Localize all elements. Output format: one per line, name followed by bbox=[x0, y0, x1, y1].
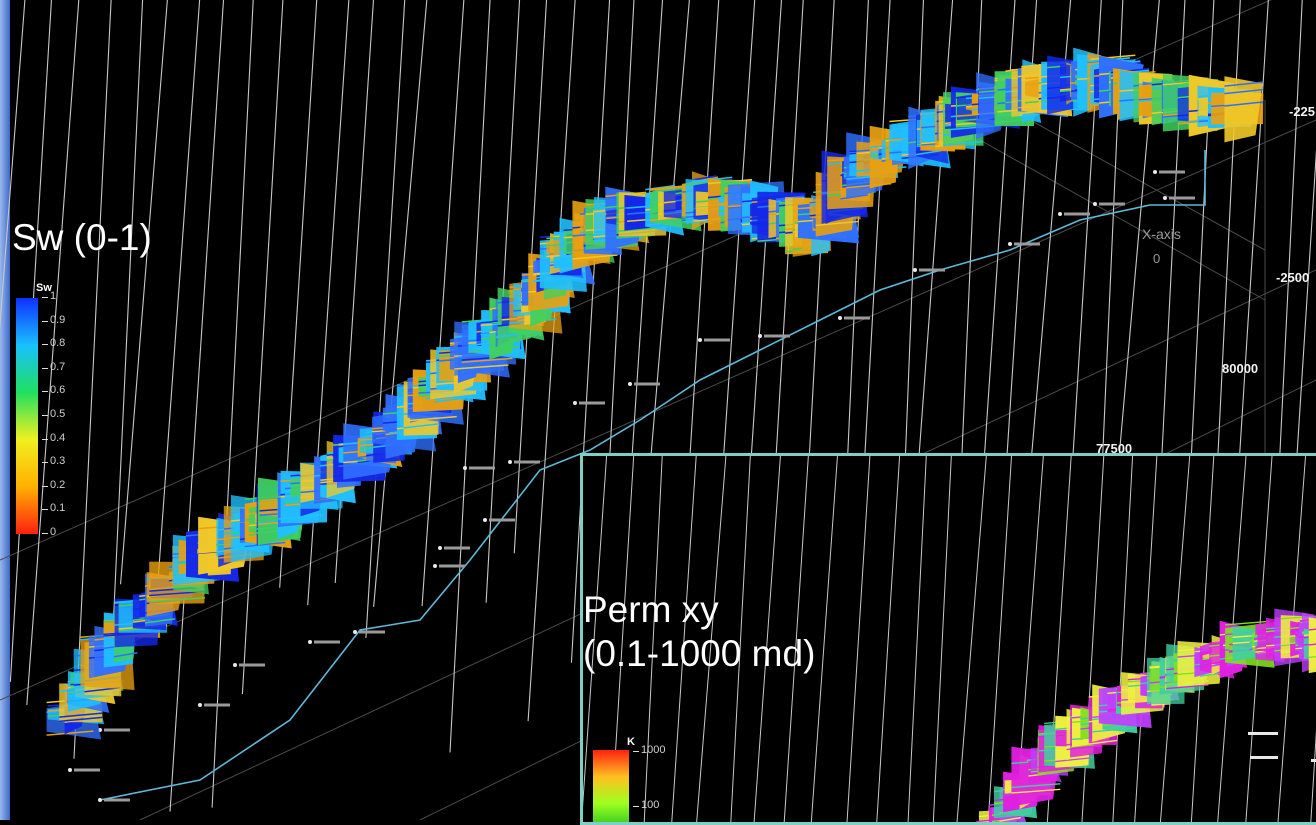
well-marker-label bbox=[764, 335, 790, 338]
well-marker bbox=[198, 703, 202, 707]
well-line bbox=[212, 0, 253, 808]
well-marker bbox=[233, 663, 237, 667]
well-marker bbox=[1163, 196, 1167, 200]
well-line bbox=[242, 0, 282, 694]
well-marker bbox=[758, 334, 762, 338]
inset-well-line bbox=[957, 456, 987, 825]
sw-tick: 1 bbox=[50, 290, 56, 302]
well-marker-label bbox=[104, 729, 130, 732]
perm-tick-1000: 1000 bbox=[641, 744, 665, 756]
sw-tick: 0.6 bbox=[50, 384, 65, 396]
well-marker-label bbox=[104, 799, 130, 802]
well-marker-label bbox=[469, 467, 495, 470]
inset-well-markers bbox=[1248, 732, 1316, 762]
well-marker-label bbox=[314, 641, 340, 644]
well-marker-label bbox=[919, 269, 945, 272]
well-marker-label bbox=[444, 547, 470, 550]
well-line bbox=[528, 0, 575, 721]
well-marker bbox=[308, 640, 312, 644]
inset-well-line bbox=[1160, 456, 1190, 825]
well-marker bbox=[698, 338, 702, 342]
well-marker bbox=[98, 798, 102, 802]
well-marker bbox=[1153, 170, 1157, 174]
well-line bbox=[422, 0, 464, 606]
well-marker bbox=[838, 316, 842, 320]
well-marker bbox=[483, 518, 487, 522]
well-marker-label bbox=[704, 339, 730, 342]
well-marker-label bbox=[1064, 213, 1090, 216]
well-marker bbox=[68, 768, 72, 772]
well-marker bbox=[433, 564, 437, 568]
sw-tick: 0.2 bbox=[50, 479, 65, 491]
z-tick-top: -225 bbox=[1289, 104, 1315, 119]
well-marker-label bbox=[634, 383, 660, 386]
sw-tick: 0 bbox=[50, 526, 56, 538]
well-line bbox=[170, 0, 223, 812]
well-marker bbox=[1093, 202, 1097, 206]
perm-colorbar-title: K bbox=[627, 736, 635, 748]
axis-zero: 0 bbox=[1153, 251, 1160, 266]
well-marker-label bbox=[1014, 243, 1040, 246]
inset-well-line bbox=[908, 456, 927, 825]
inset-well-line bbox=[847, 456, 870, 825]
well-marker-label bbox=[204, 704, 230, 707]
sw-tick: 0.9 bbox=[50, 314, 65, 326]
sw-tick: 0.5 bbox=[50, 408, 65, 420]
sw-tick: 0.4 bbox=[50, 432, 65, 444]
well-marker bbox=[913, 268, 917, 272]
axis-title: X-axis bbox=[1142, 226, 1181, 242]
well-marker-label bbox=[1169, 197, 1195, 200]
well-marker bbox=[438, 546, 442, 550]
sw-tick: 0.3 bbox=[50, 455, 65, 467]
well-marker bbox=[1008, 242, 1012, 246]
well-marker-label bbox=[239, 664, 265, 667]
well-marker-label bbox=[579, 402, 605, 405]
well-marker-label bbox=[1159, 171, 1185, 174]
well-marker-label bbox=[514, 461, 540, 464]
well-marker-label bbox=[1099, 203, 1125, 206]
well-marker bbox=[573, 401, 577, 405]
sw-tick: 0.1 bbox=[50, 502, 65, 514]
sw-tick: 0.7 bbox=[50, 361, 65, 373]
well-marker-label bbox=[74, 769, 100, 772]
inset-well-line bbox=[933, 456, 951, 825]
well-marker bbox=[463, 466, 467, 470]
well-marker-label bbox=[439, 565, 465, 568]
x-tick-80000: 80000 bbox=[1222, 361, 1258, 376]
inset-well-line bbox=[1082, 456, 1104, 825]
perm-tick-100: 100 bbox=[641, 799, 659, 811]
perm-colorbar-gradient bbox=[593, 750, 629, 825]
well-marker-label bbox=[844, 317, 870, 320]
inset-well-line bbox=[1134, 456, 1157, 825]
perm-property-label: Perm xy (0.1-1000 md) bbox=[583, 588, 815, 676]
inset-well-line bbox=[1191, 456, 1214, 825]
well-marker-label bbox=[489, 519, 515, 522]
well-marker bbox=[353, 630, 357, 634]
well-line bbox=[111, 0, 143, 680]
well-marker-label bbox=[359, 631, 385, 634]
inset-well-line bbox=[988, 456, 1012, 825]
well-marker bbox=[628, 382, 632, 386]
inset-well-line bbox=[1113, 456, 1133, 825]
sw-tick: 0.8 bbox=[50, 337, 65, 349]
sw-property-label: Sw (0-1) bbox=[12, 216, 152, 260]
perm-inset-panel[interactable]: Perm xy (0.1-1000 md) K 1000 100 bbox=[580, 453, 1316, 825]
well-marker bbox=[1058, 212, 1062, 216]
sw-colorbar-gradient bbox=[16, 298, 38, 534]
well-line bbox=[157, 0, 199, 589]
z-tick-mid: -2500 bbox=[1276, 270, 1309, 285]
inset-well-line bbox=[876, 456, 899, 825]
well-marker bbox=[508, 460, 512, 464]
